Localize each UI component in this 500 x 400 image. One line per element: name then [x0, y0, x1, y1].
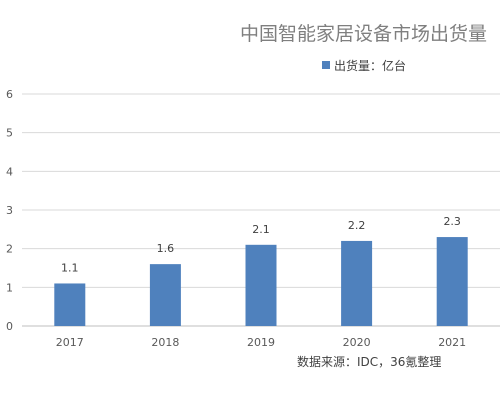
y-tick-label: 1: [6, 281, 13, 294]
y-tick-label: 3: [6, 204, 13, 217]
bar-2019: [245, 244, 277, 326]
bar-2020: [341, 240, 373, 326]
data-label: 1.1: [61, 261, 79, 274]
data-label: 1.6: [157, 242, 175, 255]
y-tick-label: 5: [6, 127, 13, 140]
bar-2017: [54, 283, 86, 326]
y-tick-label: 4: [6, 165, 13, 178]
x-tick-label: 2019: [247, 336, 275, 349]
data-labels: 1.1 1.6 2.1 2.2 2.3: [61, 215, 461, 274]
chart-title: 中国智能家居设备市场出货量: [240, 23, 487, 45]
source-note: 数据来源：IDC，36氪整理: [297, 354, 441, 369]
x-tick-label: 2020: [343, 336, 371, 349]
legend-swatch: [322, 61, 330, 69]
x-tick-label: 2021: [438, 336, 466, 349]
x-tick-label: 2017: [56, 336, 84, 349]
y-axis-ticks: 0 1 2 3 4 5 6: [6, 88, 13, 333]
y-tick-label: 0: [6, 320, 13, 333]
x-axis-ticks: 2017 2018 2019 2020 2021: [56, 336, 466, 349]
data-label: 2.1: [252, 223, 270, 236]
bars: [54, 237, 468, 326]
legend-label: 出货量：亿台: [334, 58, 406, 73]
bar-2018: [149, 264, 181, 326]
y-tick-label: 6: [6, 88, 13, 101]
y-tick-label: 2: [6, 243, 13, 256]
data-label: 2.2: [348, 219, 366, 232]
x-tick-label: 2018: [151, 336, 179, 349]
data-label: 2.3: [443, 215, 461, 228]
bar-2021: [436, 237, 468, 326]
